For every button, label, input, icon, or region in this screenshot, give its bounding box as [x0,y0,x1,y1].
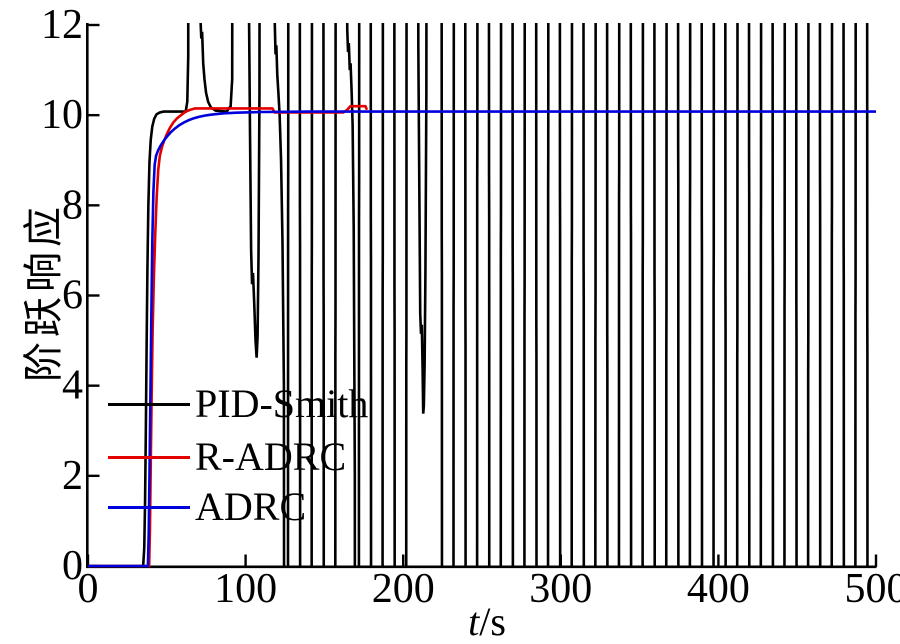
adrc-line-sample [108,505,190,509]
r-adrc-line-sample [108,455,190,459]
x-tick-label: 0 [78,566,99,612]
y-tick-label: 6 [62,273,83,319]
x-tick-label: 500 [845,566,900,612]
y-axis-label: 阶跃响应 [21,202,66,382]
y-tick-label: 4 [62,363,83,409]
legend-label-r-adrc: R-ADRC [195,434,347,479]
y-tick-label: 10 [41,92,83,138]
y-tick-label: 12 [41,2,83,48]
y-tick-label: 0 [62,543,83,589]
legend-item-r-adrc: R-ADRC [108,437,346,477]
legend-label-pid-smith: PID-Smith [195,381,369,426]
legend-item-adrc: ADRC [108,487,306,527]
x-axis-label-variable: t [468,599,480,644]
x-axis-label: t/s [468,598,506,644]
x-tick-label: 200 [372,566,435,612]
x-tick-label: 100 [214,566,277,612]
x-tick-label: 400 [687,566,750,612]
legend-label-adrc: ADRC [195,484,307,529]
y-tick-label: 8 [62,182,83,228]
y-tick-label: 2 [62,453,83,499]
series-line-adrc [88,110,876,568]
series-line-pid-smith [88,23,869,568]
legend-item-pid-smith: PID-Smith [108,384,368,424]
x-axis-label-unit: /s [479,599,506,644]
x-tick-label: 300 [529,566,592,612]
pid-smith-line-sample [108,402,190,406]
